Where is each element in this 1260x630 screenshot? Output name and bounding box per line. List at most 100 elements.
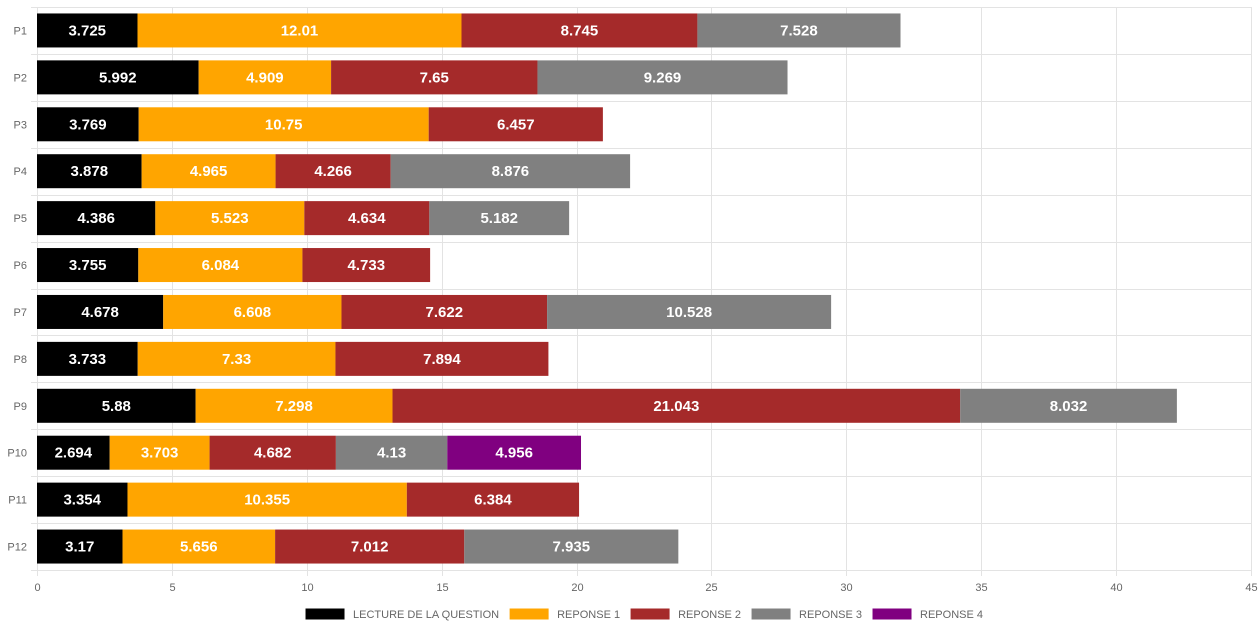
y-tick-label: P4 [14,166,27,178]
bar-value-label: 3.725 [68,22,106,39]
x-tick-label: 30 [840,582,852,594]
bar-segment [37,435,110,470]
bar-value-label: 7.894 [423,351,461,368]
bar-segment [275,529,465,564]
bar-segment [138,248,303,283]
bar-value-label: 4.678 [81,304,119,321]
y-tick-label: P9 [14,401,27,413]
bar-segment [547,294,832,329]
bar-value-label: 6.084 [202,257,240,274]
x-tick-label: 40 [1110,582,1122,594]
legend-label: REPONSE 1 [557,609,620,621]
bar-value-label: 4.733 [348,257,386,274]
x-tick-label: 10 [301,582,313,594]
bar-segment [697,13,901,48]
bar-segment [209,435,336,470]
legend-label: REPONSE 3 [799,609,862,621]
y-tick-label: P8 [14,354,27,366]
bar-value-label: 2.694 [55,445,93,462]
legend-label: REPONSE 2 [678,609,741,621]
grid-lines [31,7,1252,576]
bar-value-label: 8.745 [561,22,599,39]
bar-segment [195,388,393,423]
bar-segment [464,529,679,564]
bar-value-label: 4.682 [254,445,292,462]
bar-value-label: 8.876 [492,163,530,180]
y-tick-label: P7 [14,307,27,319]
bar-value-label: 3.733 [69,351,107,368]
legend-label: REPONSE 4 [920,609,983,621]
y-axis-tick-labels: P1 P2 P3 P4 P5 P6 P7 P8 P9 P10 P11 P12 [7,25,27,553]
x-tick-label: 5 [169,582,175,594]
bar-value-label: 5.656 [180,539,218,556]
x-axis-tick-labels: 0 5 10 15 20 25 30 35 40 45 [34,582,1257,594]
bar-segment [122,529,276,564]
x-tick-label: 0 [34,582,40,594]
bar-segment [275,154,391,189]
bar-value-label: 21.043 [653,398,699,415]
bar-value-label: 5.88 [102,398,131,415]
y-tick-label: P1 [14,25,27,37]
legend-swatch [629,607,671,621]
bar-value-label: 10.355 [244,492,290,509]
bar-segment [137,13,462,48]
bar-value-label: 12.01 [281,22,319,39]
x-tick-label: 45 [1245,582,1257,594]
bar-segment [37,482,128,517]
bar-segment [37,388,196,423]
bar-segment [198,60,332,95]
bar-value-label: 5.992 [99,69,137,86]
bar-value-label: 7.298 [275,398,313,415]
bar-value-label: 3.354 [63,492,101,509]
y-tick-label: P2 [14,72,27,84]
bar-value-label: 7.935 [553,539,591,556]
bar-value-label: 9.269 [644,69,682,86]
bar-segment [37,248,139,283]
bar-segment [302,248,431,283]
bar-segment [37,154,142,189]
bar-value-label: 6.384 [474,492,512,509]
bar-segment [37,529,123,564]
bar-segment [37,341,138,376]
bar-value-label: 8.032 [1050,398,1088,415]
bar-segment [461,13,698,48]
bar-value-label: 4.386 [77,210,115,227]
bar-segment [37,294,164,329]
bar-segment [429,201,570,236]
bar-value-label: 7.65 [420,69,449,86]
bar-segment [141,154,276,189]
legend-label: LECTURE DE LA QUESTION [353,609,499,621]
y-tick-label: P11 [8,495,27,507]
legend: LECTURE DE LA QUESTION REPONSE 1 REPONSE 2… [304,607,983,621]
bar-segment [37,107,139,142]
bar-segment [163,294,342,329]
bar-value-label: 4.956 [495,445,533,462]
bar-value-label: 7.33 [222,351,251,368]
legend-swatch [508,607,550,621]
y-tick-label: P5 [14,213,27,225]
bar-segment [127,482,407,517]
bar-value-label: 5.182 [480,210,518,227]
bar-value-label: 3.703 [141,445,179,462]
bar-value-label: 6.457 [497,116,535,133]
x-tick-label: 20 [571,582,583,594]
bar-segment [109,435,210,470]
bar-segment [137,341,336,376]
bar-value-label: 3.755 [69,257,107,274]
bar-segment [960,388,1177,423]
bar-value-label: 3.17 [65,539,94,556]
bar-segment [331,60,538,95]
x-tick-label: 25 [705,582,717,594]
bar-segment [341,294,548,329]
bar-value-label: 10.528 [666,304,712,321]
bar-value-label: 4.965 [190,163,228,180]
bar-segment [304,201,430,236]
bar-value-label: 5.523 [211,210,249,227]
legend-swatch [871,607,913,621]
bar-value-label: 4.13 [377,445,406,462]
bar-value-label: 3.769 [69,116,107,133]
bar-segment [37,201,156,236]
bar-segment [537,60,788,95]
legend-swatch [304,607,346,621]
bar-segment [406,482,580,517]
